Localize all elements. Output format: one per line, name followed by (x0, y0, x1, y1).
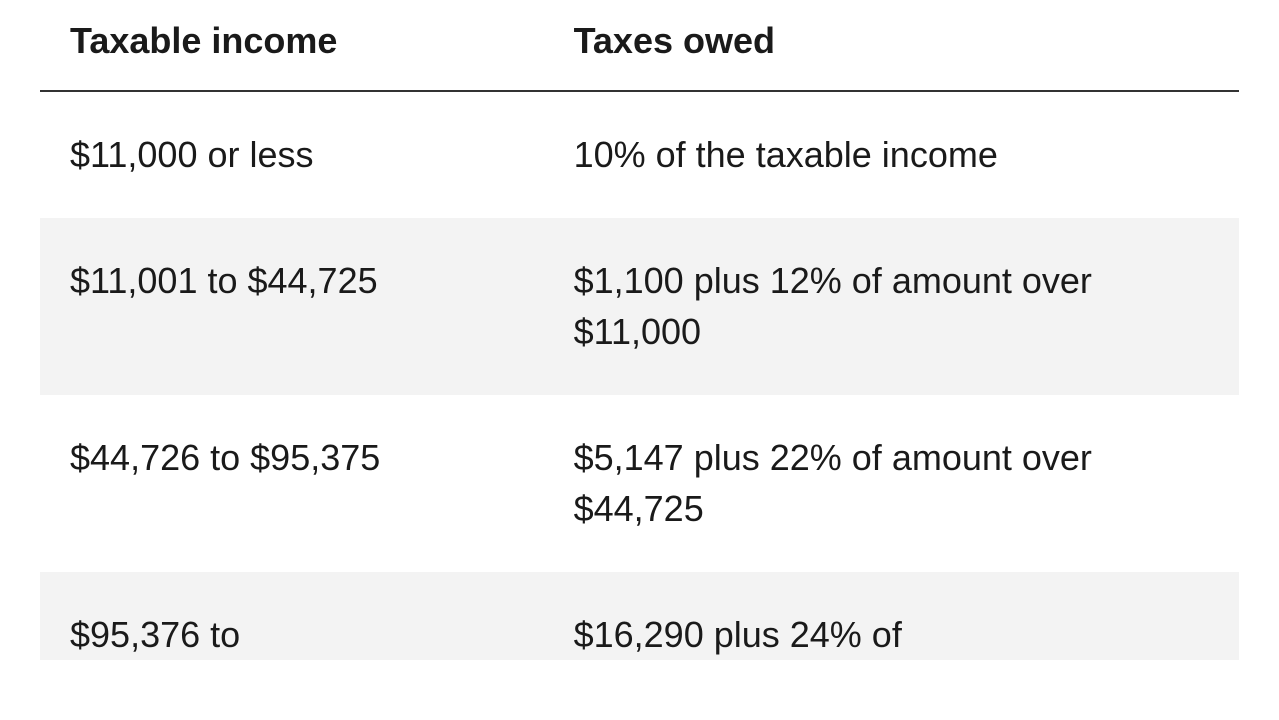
table-header-row: Taxable income Taxes owed (40, 0, 1239, 91)
column-header-taxes: Taxes owed (544, 0, 1239, 91)
taxes-cell: $1,100 plus 12% of amount over $11,000 (544, 218, 1239, 395)
tax-brackets-table: Taxable income Taxes owed $11,000 or les… (40, 0, 1239, 660)
taxes-cell: $5,147 plus 22% of amount over $44,725 (544, 395, 1239, 572)
income-cell: $95,376 to (40, 572, 544, 660)
column-header-income: Taxable income (40, 0, 544, 91)
income-cell: $44,726 to $95,375 (40, 395, 544, 572)
table-row: $11,000 or less 10% of the taxable incom… (40, 91, 1239, 218)
income-cell: $11,000 or less (40, 91, 544, 218)
taxes-cell: 10% of the taxable income (544, 91, 1239, 218)
taxes-cell: $16,290 plus 24% of (544, 572, 1239, 660)
income-cell: $11,001 to $44,725 (40, 218, 544, 395)
table-row: $95,376 to $16,290 plus 24% of (40, 572, 1239, 660)
table-row: $11,001 to $44,725 $1,100 plus 12% of am… (40, 218, 1239, 395)
tax-table-container: Taxable income Taxes owed $11,000 or les… (0, 0, 1279, 660)
table-row: $44,726 to $95,375 $5,147 plus 22% of am… (40, 395, 1239, 572)
